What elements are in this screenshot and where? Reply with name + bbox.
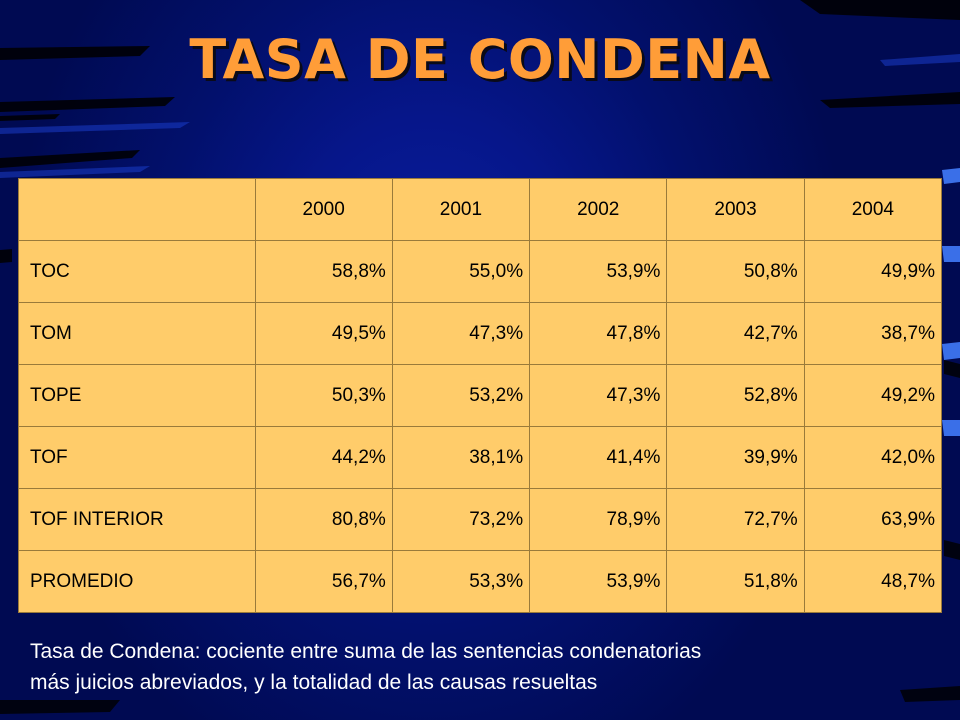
table-cell: 50,3% bbox=[254, 364, 393, 427]
table-cell: 55,0% bbox=[391, 240, 531, 303]
table-cell: 53,9% bbox=[529, 240, 668, 303]
table-row-tof-interior: TOF INTERIOR 80,8% 73,2% 78,9% 72,7% 63,… bbox=[18, 488, 943, 551]
table-cell: 47,8% bbox=[529, 302, 668, 365]
table-cell: 56,7% bbox=[254, 550, 393, 613]
footnote-line-1: Tasa de Condena: cociente entre suma de … bbox=[30, 640, 702, 663]
table-row-promedio: PROMEDIO 56,7% 53,3% 53,9% 51,8% 48,7% bbox=[18, 550, 943, 613]
table-cell: 38,1% bbox=[391, 426, 531, 489]
column-header-2002: 2002 bbox=[529, 178, 668, 241]
table-cell: 53,3% bbox=[391, 550, 531, 613]
table-cell: 49,2% bbox=[803, 364, 943, 427]
table-cell: 51,8% bbox=[666, 550, 805, 613]
table-cell: 49,5% bbox=[254, 302, 393, 365]
table-cell: 47,3% bbox=[391, 302, 531, 365]
table-cell: 44,2% bbox=[254, 426, 393, 489]
table-row-toc: TOC 58,8% 55,0% 53,9% 50,8% 49,9% bbox=[18, 240, 943, 303]
table-cell: 50,8% bbox=[666, 240, 805, 303]
table-cell: 80,8% bbox=[254, 488, 393, 551]
row-label: TOC bbox=[18, 240, 256, 303]
table-corner-cell bbox=[18, 178, 256, 241]
column-header-2004: 2004 bbox=[803, 178, 943, 241]
table-cell: 48,7% bbox=[803, 550, 943, 613]
table-cell: 42,7% bbox=[666, 302, 805, 365]
footnote: Tasa de Condena: cociente entre suma de … bbox=[30, 636, 930, 698]
table-cell: 58,8% bbox=[254, 240, 393, 303]
column-header-2001: 2001 bbox=[391, 178, 531, 241]
table-cell: 63,9% bbox=[803, 488, 943, 551]
table-cell: 52,8% bbox=[666, 364, 805, 427]
slide-title: TASA DE CONDENA bbox=[189, 28, 771, 91]
table-cell: 72,7% bbox=[666, 488, 805, 551]
table-cell: 53,9% bbox=[529, 550, 668, 613]
table-cell: 53,2% bbox=[391, 364, 531, 427]
table-cell: 47,3% bbox=[529, 364, 668, 427]
condena-rate-table: 2000 2001 2002 2003 2004 TOC 58,8% 55,0%… bbox=[18, 178, 943, 613]
row-label: TOF INTERIOR bbox=[18, 488, 256, 551]
table-row-tope: TOPE 50,3% 53,2% 47,3% 52,8% 49,2% bbox=[18, 364, 943, 427]
table-row-tom: TOM 49,5% 47,3% 47,8% 42,7% 38,7% bbox=[18, 302, 943, 365]
table-cell: 49,9% bbox=[803, 240, 943, 303]
table-row-tof: TOF 44,2% 38,1% 41,4% 39,9% 42,0% bbox=[18, 426, 943, 489]
footnote-line-2: más juicios abreviados, y la totalidad d… bbox=[30, 671, 598, 694]
table-cell: 42,0% bbox=[803, 426, 943, 489]
row-label: TOPE bbox=[18, 364, 256, 427]
table-cell: 41,4% bbox=[529, 426, 668, 489]
table-cell: 73,2% bbox=[391, 488, 531, 551]
row-label: TOM bbox=[18, 302, 256, 365]
column-header-2000: 2000 bbox=[254, 178, 393, 241]
column-header-2003: 2003 bbox=[666, 178, 805, 241]
table-header-row: 2000 2001 2002 2003 2004 bbox=[18, 178, 943, 241]
row-label: PROMEDIO bbox=[18, 550, 256, 613]
table-cell: 38,7% bbox=[803, 302, 943, 365]
row-label: TOF bbox=[18, 426, 256, 489]
table-cell: 39,9% bbox=[666, 426, 805, 489]
table-cell: 78,9% bbox=[529, 488, 668, 551]
